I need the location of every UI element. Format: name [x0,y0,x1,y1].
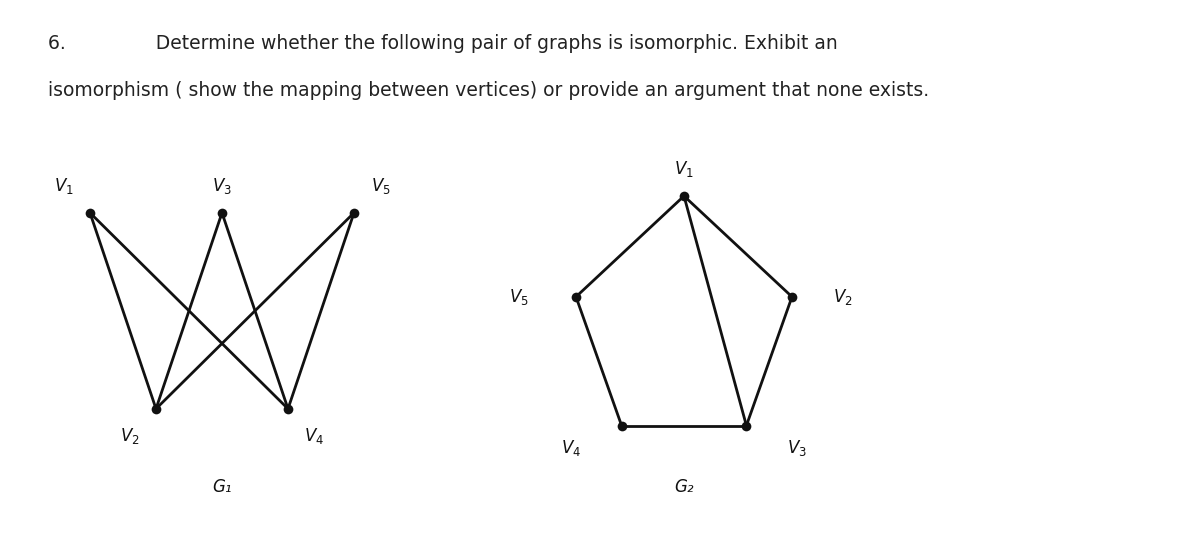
Text: $V_{2}$: $V_{2}$ [120,426,139,446]
Text: $V_{5}$: $V_{5}$ [509,287,528,307]
Text: $V_{5}$: $V_{5}$ [371,176,390,196]
Text: $V_{1}$: $V_{1}$ [674,159,694,179]
Text: $V_{4}$: $V_{4}$ [562,438,581,458]
Text: 6.               Determine whether the following pair of graphs is isomorphic. E: 6. Determine whether the following pair … [48,34,838,53]
Text: G₁: G₁ [212,478,232,496]
Text: $V_{4}$: $V_{4}$ [305,426,324,446]
Text: $V_{3}$: $V_{3}$ [212,176,232,196]
Text: isomorphism ( show the mapping between vertices) or provide an argument that non: isomorphism ( show the mapping between v… [48,81,929,100]
Text: $V_{2}$: $V_{2}$ [833,287,852,307]
Text: $V_{3}$: $V_{3}$ [787,438,806,458]
Text: $V_{1}$: $V_{1}$ [54,176,73,196]
Text: G₂: G₂ [674,478,694,496]
